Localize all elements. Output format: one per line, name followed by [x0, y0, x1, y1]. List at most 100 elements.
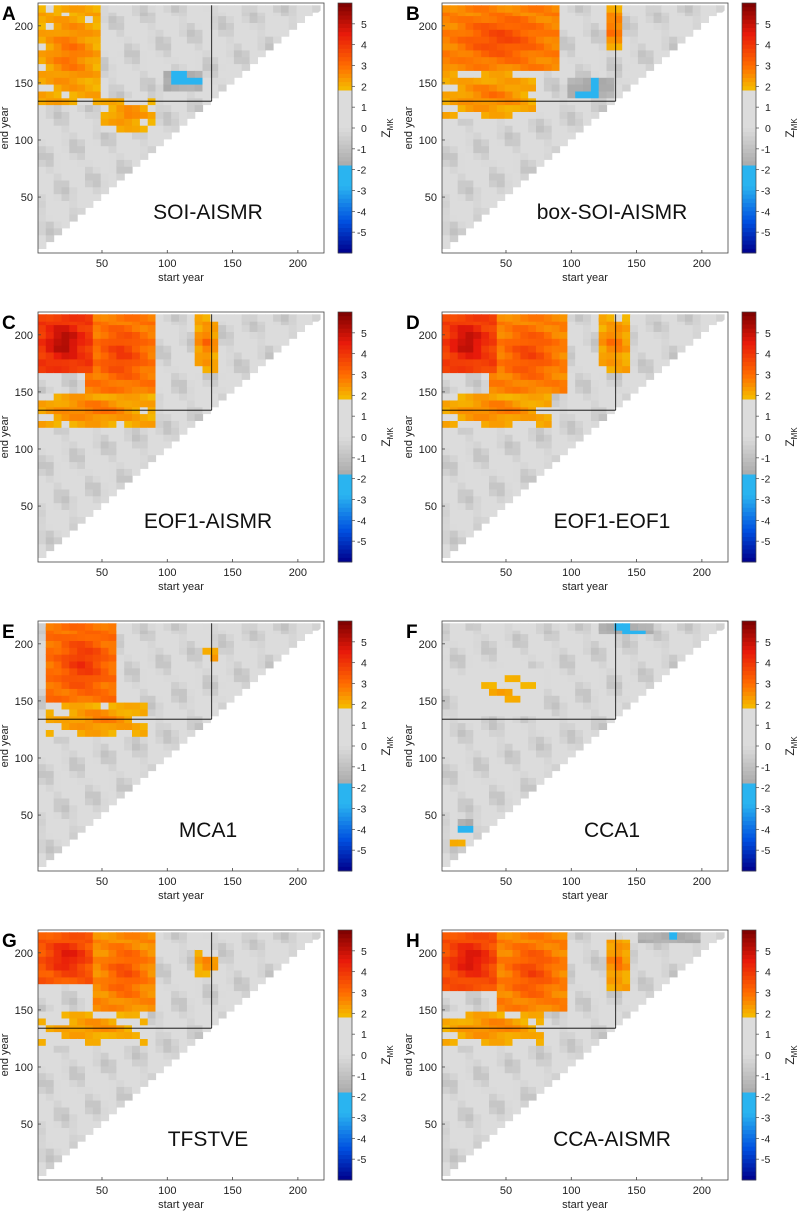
- heatmap-cell: [559, 393, 568, 401]
- heatmap-cell: [186, 84, 196, 92]
- heatmap-cell: [100, 743, 110, 751]
- heatmap-cell: [559, 661, 568, 669]
- heatmap-cell: [77, 482, 86, 490]
- heatmap-cell: [489, 84, 498, 92]
- heatmap-cell: [69, 118, 78, 126]
- heatmap-cell: [536, 56, 545, 65]
- heatmap-cell: [551, 36, 561, 44]
- heatmap-cell: [598, 345, 608, 353]
- heatmap-cell: [528, 77, 537, 85]
- heatmap-cell: [45, 756, 55, 765]
- heatmap-cell: [186, 314, 196, 322]
- heatmap-cell: [69, 963, 78, 971]
- heatmap-cell: [512, 118, 521, 126]
- heatmap-cell: [442, 447, 451, 456]
- heatmap-cell: [45, 186, 55, 195]
- heatmap-cell: [171, 681, 180, 689]
- heatmap-cell: [147, 623, 157, 631]
- heatmap-cell: [194, 49, 204, 58]
- heatmap-cell: [489, 509, 498, 517]
- colorbar-tick-label: 1: [765, 411, 771, 423]
- heatmap-cell: [38, 640, 47, 648]
- heatmap-cell: [559, 647, 568, 655]
- heatmap-cell: [630, 647, 639, 655]
- heatmap-cell: [449, 750, 459, 758]
- heatmap-cell: [69, 488, 78, 497]
- heatmap-cell: [504, 688, 514, 696]
- heatmap-cell: [512, 166, 521, 174]
- colorbar-segment: [742, 837, 756, 843]
- colorbar-segment: [742, 328, 756, 334]
- colorbar-segment: [338, 775, 352, 780]
- heatmap-cell: [575, 36, 584, 44]
- y-tick-label: 200: [15, 639, 33, 651]
- heatmap-cell: [194, 70, 204, 78]
- heatmap-cell: [465, 447, 474, 456]
- heatmap-cell: [457, 84, 467, 92]
- heatmap-cell: [77, 15, 86, 23]
- heatmap-cell: [92, 1113, 102, 1122]
- heatmap-cell: [496, 152, 506, 160]
- heatmap-cell: [645, 29, 655, 37]
- heatmap-cell: [442, 482, 451, 490]
- heatmap-cell: [108, 784, 117, 792]
- heatmap-cell: [53, 1106, 63, 1115]
- heatmap-cell: [504, 640, 514, 648]
- heatmap-cell: [186, 56, 196, 65]
- heatmap-cell: [108, 70, 117, 78]
- heatmap-cell: [38, 193, 47, 201]
- heatmap-cell: [38, 468, 47, 476]
- heatmap-cell: [551, 393, 561, 401]
- heatmap-cell: [194, 667, 204, 676]
- heatmap-cell: [53, 193, 63, 201]
- heatmap-cell: [504, 70, 514, 78]
- colorbar-segment: [742, 211, 756, 216]
- heatmap-cell: [92, 413, 102, 421]
- heatmap-cell: [442, 386, 451, 394]
- colorbar-tick-label: -5: [357, 536, 366, 548]
- heatmap-cell: [249, 661, 258, 669]
- heatmap-cell: [38, 77, 47, 85]
- heatmap-cell: [108, 345, 117, 353]
- heatmap-cell: [630, 633, 639, 641]
- heatmap-cell: [481, 345, 490, 353]
- heatmap-cell: [155, 623, 164, 631]
- heatmap-cell: [473, 667, 482, 676]
- heatmap-cell: [504, 804, 514, 813]
- heatmap-cell: [504, 56, 514, 65]
- heatmap-cell: [218, 314, 227, 322]
- heatmap-cell: [528, 688, 537, 696]
- heatmap-cell: [53, 1079, 63, 1087]
- heatmap-cell: [77, 1120, 86, 1128]
- heatmap-cell: [653, 345, 662, 353]
- colorbar-segment: [742, 382, 756, 388]
- heatmap-cell: [590, 633, 600, 641]
- heatmap-cell: [473, 468, 482, 476]
- heatmap-cell: [108, 1052, 117, 1060]
- heatmap-cell: [481, 729, 490, 737]
- heatmap-cell: [218, 56, 227, 65]
- heatmap-cell: [265, 29, 274, 37]
- heatmap-cell: [449, 358, 459, 367]
- colorbar-segment: [742, 491, 756, 496]
- heatmap-cell: [108, 797, 117, 806]
- heatmap-cell: [442, 179, 451, 188]
- heatmap-cell: [536, 667, 545, 676]
- colorbar-tick-label: 3: [361, 370, 367, 382]
- heatmap-cell: [85, 963, 94, 971]
- heatmap-cell: [567, 358, 576, 367]
- heatmap-cell: [536, 427, 545, 435]
- heatmap-cell: [85, 413, 94, 421]
- heatmap-cell: [288, 331, 298, 339]
- heatmap-cell: [496, 502, 506, 510]
- heatmap-cell: [163, 365, 172, 374]
- heatmap-cell: [520, 750, 529, 758]
- heatmap-cell: [512, 138, 521, 147]
- heatmap-cell: [465, 509, 474, 517]
- heatmap-cell: [528, 434, 537, 442]
- heatmap-cell: [100, 949, 110, 957]
- heatmap-cell: [179, 331, 188, 339]
- heatmap-cell: [551, 324, 561, 332]
- heatmap-cell: [108, 90, 117, 99]
- heatmap-cell: [116, 63, 125, 71]
